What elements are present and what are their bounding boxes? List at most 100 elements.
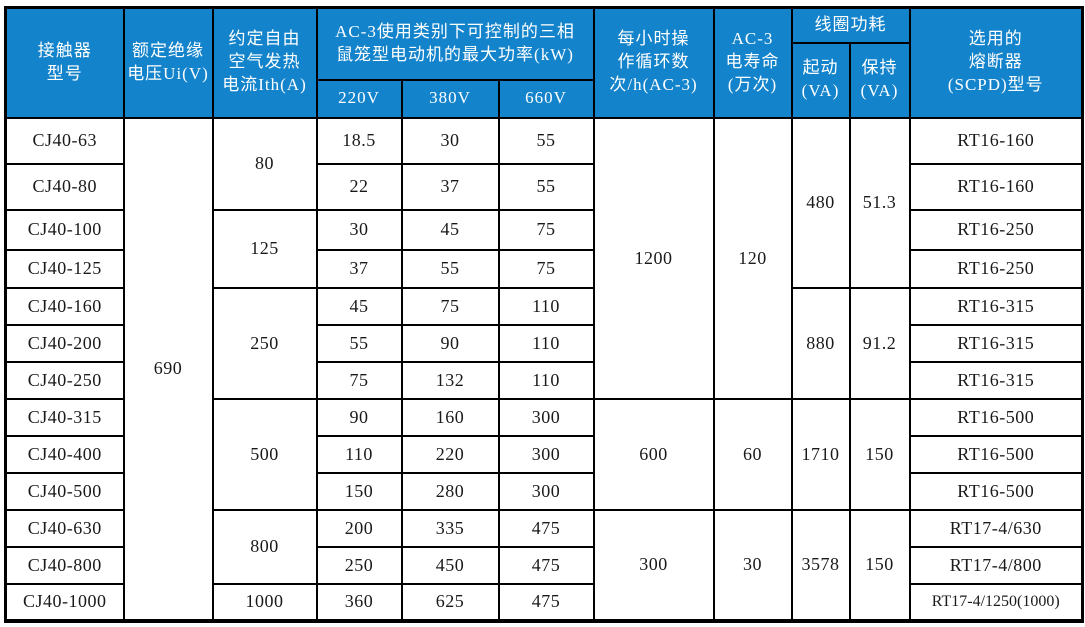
cell-power-660: 75 — [497, 248, 595, 289]
cell-power-380: 75 — [400, 286, 500, 326]
cell-operating-cycles: 600 — [592, 397, 715, 511]
header-ac3-max-power-group: AC-3使用类别下可控制的三相 鼠笼型电动机的最大功率(kW) — [315, 6, 595, 81]
cell-electrical-life: 30 — [712, 508, 793, 622]
cell-power-380: 280 — [400, 471, 500, 511]
header-220v: 220V — [315, 78, 403, 119]
cell-power-220: 22 — [315, 162, 403, 211]
cell-power-380: 132 — [400, 360, 500, 400]
table-row: CJ40-160 250 45 75 110 880 91.2 RT16-315 — [4, 286, 1084, 400]
table-row: CJ40-250 75 132 110 RT16-315 — [4, 360, 1084, 400]
header-coil-hold-va: 保持 (VA) — [848, 41, 911, 119]
cell-model: CJ40-1000 — [4, 582, 125, 622]
header-operating-cycles: 每小时操 作循环数 次/h(AC-3) — [592, 6, 715, 119]
cell-fuse: RT16-160 — [908, 162, 1084, 211]
cell-power-660: 300 — [497, 434, 595, 474]
table-body: CJ40-63 690 80 18.5 30 55 1200 120 480 5… — [4, 116, 1084, 622]
cell-power-660: 475 — [497, 582, 595, 622]
cell-power-380: 625 — [400, 582, 500, 622]
cell-coil-hold: 150 — [848, 508, 911, 622]
table-row: CJ40-1000 1000 360 625 475 RT17-4/1250(1… — [4, 582, 1084, 622]
cell-fuse: RT16-500 — [908, 434, 1084, 474]
cell-power-380: 160 — [400, 397, 500, 437]
cell-fuse: RT16-250 — [908, 208, 1084, 251]
cell-operating-cycles: 1200 — [592, 116, 715, 400]
cell-power-660: 55 — [497, 116, 595, 165]
header-coil-start-va: 起动 (VA) — [790, 41, 851, 119]
cell-power-660: 110 — [497, 286, 595, 326]
cell-power-660: 475 — [497, 545, 595, 585]
cell-rated-voltage: 690 — [122, 116, 214, 622]
table-row: CJ40-400 110 220 300 RT16-500 — [4, 434, 1084, 474]
cell-power-660: 75 — [497, 208, 595, 251]
cell-model: CJ40-160 — [4, 286, 125, 326]
cell-coil-hold: 91.2 — [848, 286, 911, 400]
cell-power-220: 55 — [315, 323, 403, 363]
cell-thermal-current: 800 — [211, 508, 318, 585]
cell-power-220: 200 — [315, 508, 403, 548]
cell-thermal-current: 1000 — [211, 582, 318, 622]
cell-power-380: 45 — [400, 208, 500, 251]
cell-fuse: RT16-315 — [908, 286, 1084, 326]
cell-model: CJ40-200 — [4, 323, 125, 363]
cell-fuse: RT16-500 — [908, 397, 1084, 437]
cell-power-220: 360 — [315, 582, 403, 622]
cell-power-380: 90 — [400, 323, 500, 363]
header-fuse-scpd: 选用的 熔断器 (SCPD)型号 — [908, 6, 1084, 119]
cell-power-220: 90 — [315, 397, 403, 437]
table-row: CJ40-80 22 37 55 RT16-160 — [4, 162, 1084, 211]
cell-power-380: 335 — [400, 508, 500, 548]
cell-fuse: RT16-160 — [908, 116, 1084, 165]
table-row: CJ40-125 37 55 75 RT16-250 — [4, 248, 1084, 289]
cell-coil-start: 480 — [790, 116, 851, 289]
table-header: 接触器 型号 额定绝缘 电压Ui(V) 约定自由 空气发热 电流Ith(A) A… — [4, 6, 1084, 119]
cell-power-220: 37 — [315, 248, 403, 289]
cell-power-660: 475 — [497, 508, 595, 548]
cell-power-380: 37 — [400, 162, 500, 211]
cell-power-220: 110 — [315, 434, 403, 474]
table-row: CJ40-500 150 280 300 RT16-500 — [4, 471, 1084, 511]
cell-model: CJ40-800 — [4, 545, 125, 585]
header-contactor-model: 接触器 型号 — [4, 6, 125, 119]
cell-power-220: 30 — [315, 208, 403, 251]
cell-model: CJ40-125 — [4, 248, 125, 289]
table-row: CJ40-630 800 200 335 475 300 30 3578 150… — [4, 508, 1084, 622]
cell-fuse: RT16-500 — [908, 471, 1084, 511]
cell-thermal-current: 250 — [211, 286, 318, 400]
cell-model: CJ40-630 — [4, 508, 125, 548]
cell-power-220: 250 — [315, 545, 403, 585]
contactor-spec-table: 接触器 型号 额定绝缘 电压Ui(V) 约定自由 空气发热 电流Ith(A) A… — [4, 6, 1085, 623]
cell-power-220: 150 — [315, 471, 403, 511]
cell-fuse: RT17-4/630 — [908, 508, 1084, 548]
cell-model: CJ40-100 — [4, 208, 125, 251]
header-660v: 660V — [497, 78, 595, 119]
cell-fuse: RT17-4/1250(1000) — [908, 582, 1084, 622]
cell-coil-start: 1710 — [790, 397, 851, 511]
cell-thermal-current: 80 — [211, 116, 318, 211]
cell-fuse: RT16-315 — [908, 323, 1084, 363]
cell-power-220: 18.5 — [315, 116, 403, 165]
cell-power-660: 300 — [497, 397, 595, 437]
header-thermal-current: 约定自由 空气发热 电流Ith(A) — [211, 6, 318, 119]
cell-power-380: 220 — [400, 434, 500, 474]
cell-model: CJ40-500 — [4, 471, 125, 511]
cell-coil-hold: 51.3 — [848, 116, 911, 289]
cell-electrical-life: 60 — [712, 397, 793, 511]
table-row: CJ40-800 250 450 475 RT17-4/800 — [4, 545, 1084, 585]
cell-thermal-current: 500 — [211, 397, 318, 511]
cell-coil-hold: 150 — [848, 397, 911, 511]
table-row: CJ40-200 55 90 110 RT16-315 — [4, 323, 1084, 363]
table-row: CJ40-63 690 80 18.5 30 55 1200 120 480 5… — [4, 116, 1084, 622]
cell-fuse: RT16-250 — [908, 248, 1084, 289]
cell-operating-cycles: 300 — [592, 508, 715, 622]
cell-model: CJ40-250 — [4, 360, 125, 400]
cell-power-660: 300 — [497, 471, 595, 511]
cell-coil-start: 880 — [790, 286, 851, 400]
cell-power-660: 110 — [497, 360, 595, 400]
cell-power-660: 110 — [497, 323, 595, 363]
cell-model: CJ40-400 — [4, 434, 125, 474]
cell-model: CJ40-80 — [4, 162, 125, 211]
cell-model: CJ40-63 — [4, 116, 125, 165]
cell-electrical-life: 120 — [712, 116, 793, 400]
cell-power-220: 75 — [315, 360, 403, 400]
cell-fuse: RT16-315 — [908, 360, 1084, 400]
